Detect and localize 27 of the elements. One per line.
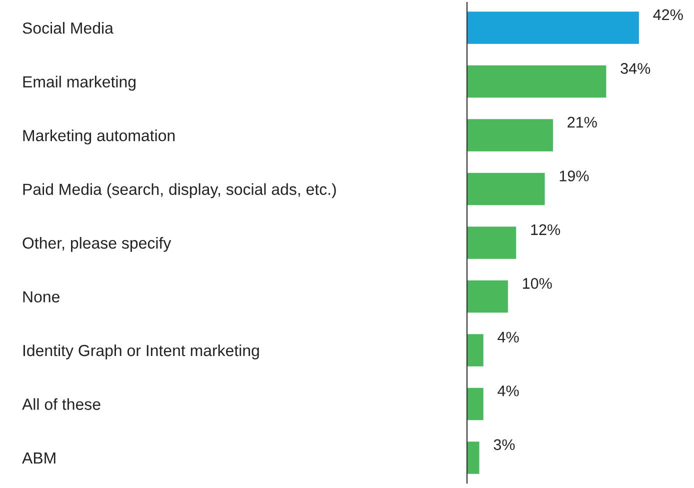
y-tick-label: Identity Graph or Intent marketing — [23, 344, 259, 360]
bar — [467, 119, 553, 152]
y-tick-label: None — [23, 291, 60, 302]
y-tick-label: Email marketing — [23, 76, 136, 91]
y-tick-label: Paid Media (search, display, social ads, etc.) — [23, 183, 336, 198]
data-label: 4% — [498, 332, 519, 343]
bar — [467, 280, 508, 313]
data-label: 12% — [531, 224, 560, 236]
bar — [467, 334, 484, 366]
bar — [467, 442, 480, 474]
y-tick-label: Other, please specify — [22, 236, 172, 252]
data-label: 3% — [494, 439, 515, 450]
y-tick-label: Marketing automation — [23, 130, 175, 144]
y-tick-label: All of these — [22, 398, 100, 410]
data-label: 4% — [498, 386, 519, 396]
data-label: 42% — [653, 9, 683, 20]
y-tick-label: Social Media — [22, 22, 114, 34]
data-label: 19% — [560, 170, 589, 182]
bar — [467, 226, 516, 259]
bar — [467, 65, 606, 98]
data-label: 21% — [568, 116, 597, 128]
data-label: 34% — [620, 63, 650, 74]
bar — [467, 12, 639, 44]
data-label: 10% — [522, 278, 552, 289]
bar — [467, 172, 545, 206]
bar — [467, 388, 484, 420]
y-tick-label: ABM — [22, 452, 56, 464]
